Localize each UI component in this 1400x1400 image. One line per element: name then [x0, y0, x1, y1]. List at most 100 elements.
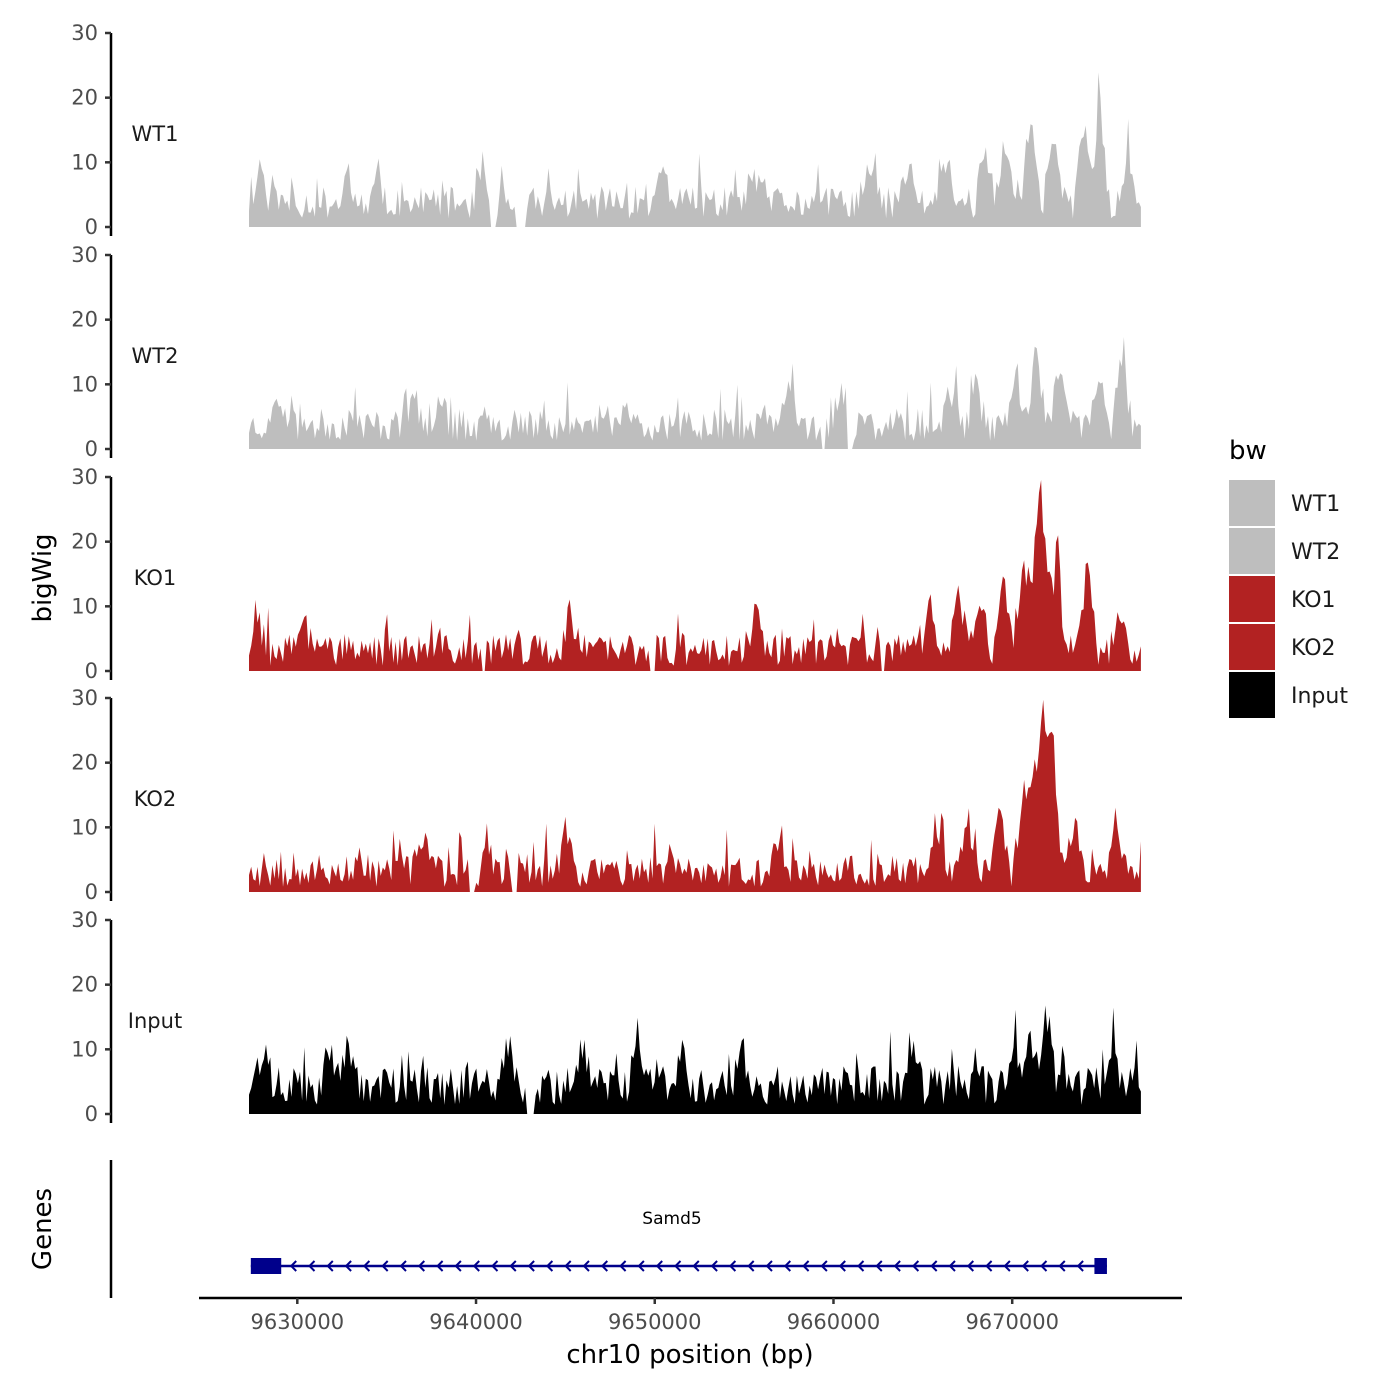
- y-tick-label: 0: [85, 880, 98, 904]
- gene-exon: [1094, 1258, 1107, 1274]
- y-tick-label: 0: [85, 215, 98, 239]
- strand-arrow: [820, 1260, 828, 1272]
- gene-exon: [250, 1258, 282, 1274]
- legend-swatch: [1229, 576, 1275, 622]
- legend-swatch: [1229, 624, 1275, 670]
- track-label-wt1: WT1: [132, 122, 179, 146]
- y-tick-label: 10: [71, 150, 98, 174]
- y-tick-label: 20: [71, 751, 98, 775]
- y-tick-label: 0: [85, 1102, 98, 1126]
- wt1-signal-area: [249, 72, 1141, 228]
- y-tick-label: 20: [71, 308, 98, 332]
- strand-arrow: [326, 1260, 334, 1272]
- y-tick-label: 30: [71, 243, 98, 267]
- strand-arrow: [911, 1260, 920, 1272]
- track-label-ko1: KO1: [134, 566, 177, 590]
- strand-arrow: [491, 1260, 499, 1272]
- strand-arrow: [875, 1260, 883, 1272]
- legend-label: WT2: [1291, 540, 1340, 565]
- legend-swatch: [1229, 672, 1275, 718]
- y-tick-label: 30: [71, 686, 98, 710]
- strand-arrow: [1040, 1260, 1048, 1272]
- strand-arrow: [838, 1260, 846, 1272]
- x-tick-label: 9650000: [608, 1310, 702, 1334]
- strand-arrow: [454, 1260, 462, 1272]
- x-axis-ticks: 9630000 9640000 9650000 9660000 9670000: [251, 1298, 1059, 1334]
- y-tick-label: 20: [71, 973, 98, 997]
- track-ko1: KO1 0 10 20 30: [71, 465, 1141, 683]
- strand-arrow: [930, 1260, 938, 1272]
- strand-arrow: [710, 1260, 718, 1272]
- x-tick-label: 9670000: [965, 1310, 1059, 1334]
- bigwig-tracks: WT1 0 10 20 30 WT2 0 10 20 30 KO1 0 10 20 30 KO2 …: [71, 21, 1141, 1126]
- strand-arrow: [948, 1260, 956, 1272]
- legend: bw WT1 WT2 KO1 KO2 Input: [1229, 436, 1348, 718]
- y-axis-title: bigWig: [28, 533, 58, 622]
- strand-arrow: [619, 1260, 627, 1272]
- y-tick-label: 0: [85, 659, 98, 683]
- strand-arrow: [1003, 1260, 1011, 1272]
- strand-arrow: [308, 1260, 316, 1272]
- y-tick-label: 10: [71, 815, 98, 839]
- track-input: Input 0 10 20 30: [71, 908, 1141, 1126]
- wt2-signal-area: [249, 337, 1141, 449]
- strand-arrow: [692, 1260, 700, 1272]
- strand-arrow: [1058, 1260, 1066, 1272]
- strand-arrows: [289, 1260, 1084, 1272]
- legend-label: KO2: [1291, 636, 1336, 661]
- strand-arrow: [362, 1260, 371, 1272]
- legend-swatch: [1229, 480, 1275, 526]
- strand-arrow: [399, 1260, 407, 1272]
- strand-arrow: [783, 1260, 792, 1272]
- x-tick-label: 9630000: [251, 1310, 345, 1334]
- legend-title: bw: [1229, 436, 1267, 466]
- strand-arrow: [674, 1260, 682, 1272]
- gene-name-label: Samd5: [642, 1209, 701, 1229]
- strand-arrow: [747, 1260, 755, 1272]
- strand-arrow: [893, 1260, 901, 1272]
- track-label-ko2: KO2: [134, 787, 177, 811]
- strand-arrow: [1021, 1260, 1029, 1272]
- strand-arrow: [582, 1260, 590, 1272]
- y-tick-label: 10: [71, 1037, 98, 1061]
- gene-exons: [250, 1258, 1107, 1274]
- strand-arrow: [564, 1260, 572, 1272]
- strand-arrow: [857, 1260, 865, 1272]
- strand-arrow: [1076, 1260, 1084, 1272]
- track-ko2: KO2 0 10 20 30: [71, 686, 1141, 904]
- legend-label: Input: [1291, 684, 1348, 709]
- track-label-wt2: WT2: [132, 344, 179, 368]
- strand-arrow: [381, 1260, 389, 1272]
- y-tick-label: 20: [71, 86, 98, 110]
- strand-arrow: [637, 1260, 645, 1272]
- ko2-signal-area: [249, 699, 1141, 892]
- ko1-signal-area: [249, 480, 1141, 671]
- gene-track: Genes Samd5: [28, 1160, 1107, 1298]
- strand-arrow: [985, 1260, 993, 1272]
- strand-arrow: [545, 1260, 554, 1272]
- strand-arrow: [527, 1260, 535, 1272]
- strand-arrow: [655, 1260, 663, 1272]
- strand-arrow: [289, 1260, 297, 1272]
- track-wt2: WT2 0 10 20 30: [71, 243, 1141, 461]
- strand-arrow: [765, 1260, 773, 1272]
- genes-axis-title: Genes: [28, 1188, 58, 1270]
- strand-arrow: [728, 1260, 737, 1272]
- strand-arrow: [600, 1260, 609, 1272]
- input-signal-area: [249, 1005, 1141, 1114]
- y-tick-label: 0: [85, 437, 98, 461]
- x-axis: 9630000 9640000 9650000 9660000 9670000 chr1…: [199, 1296, 1182, 1370]
- y-tick-label: 30: [71, 21, 98, 45]
- y-tick-label: 20: [71, 530, 98, 554]
- legend-items: WT1 WT2 KO1 KO2 Input: [1229, 480, 1348, 718]
- track-label-input: Input: [128, 1009, 182, 1033]
- y-tick-label: 10: [71, 372, 98, 396]
- strand-arrow: [966, 1260, 975, 1272]
- strand-arrow: [344, 1260, 352, 1272]
- y-tick-label: 10: [71, 594, 98, 618]
- strand-arrow: [436, 1260, 444, 1272]
- legend-label: WT1: [1291, 492, 1340, 517]
- strand-arrow: [509, 1260, 517, 1272]
- strand-arrow: [802, 1260, 810, 1272]
